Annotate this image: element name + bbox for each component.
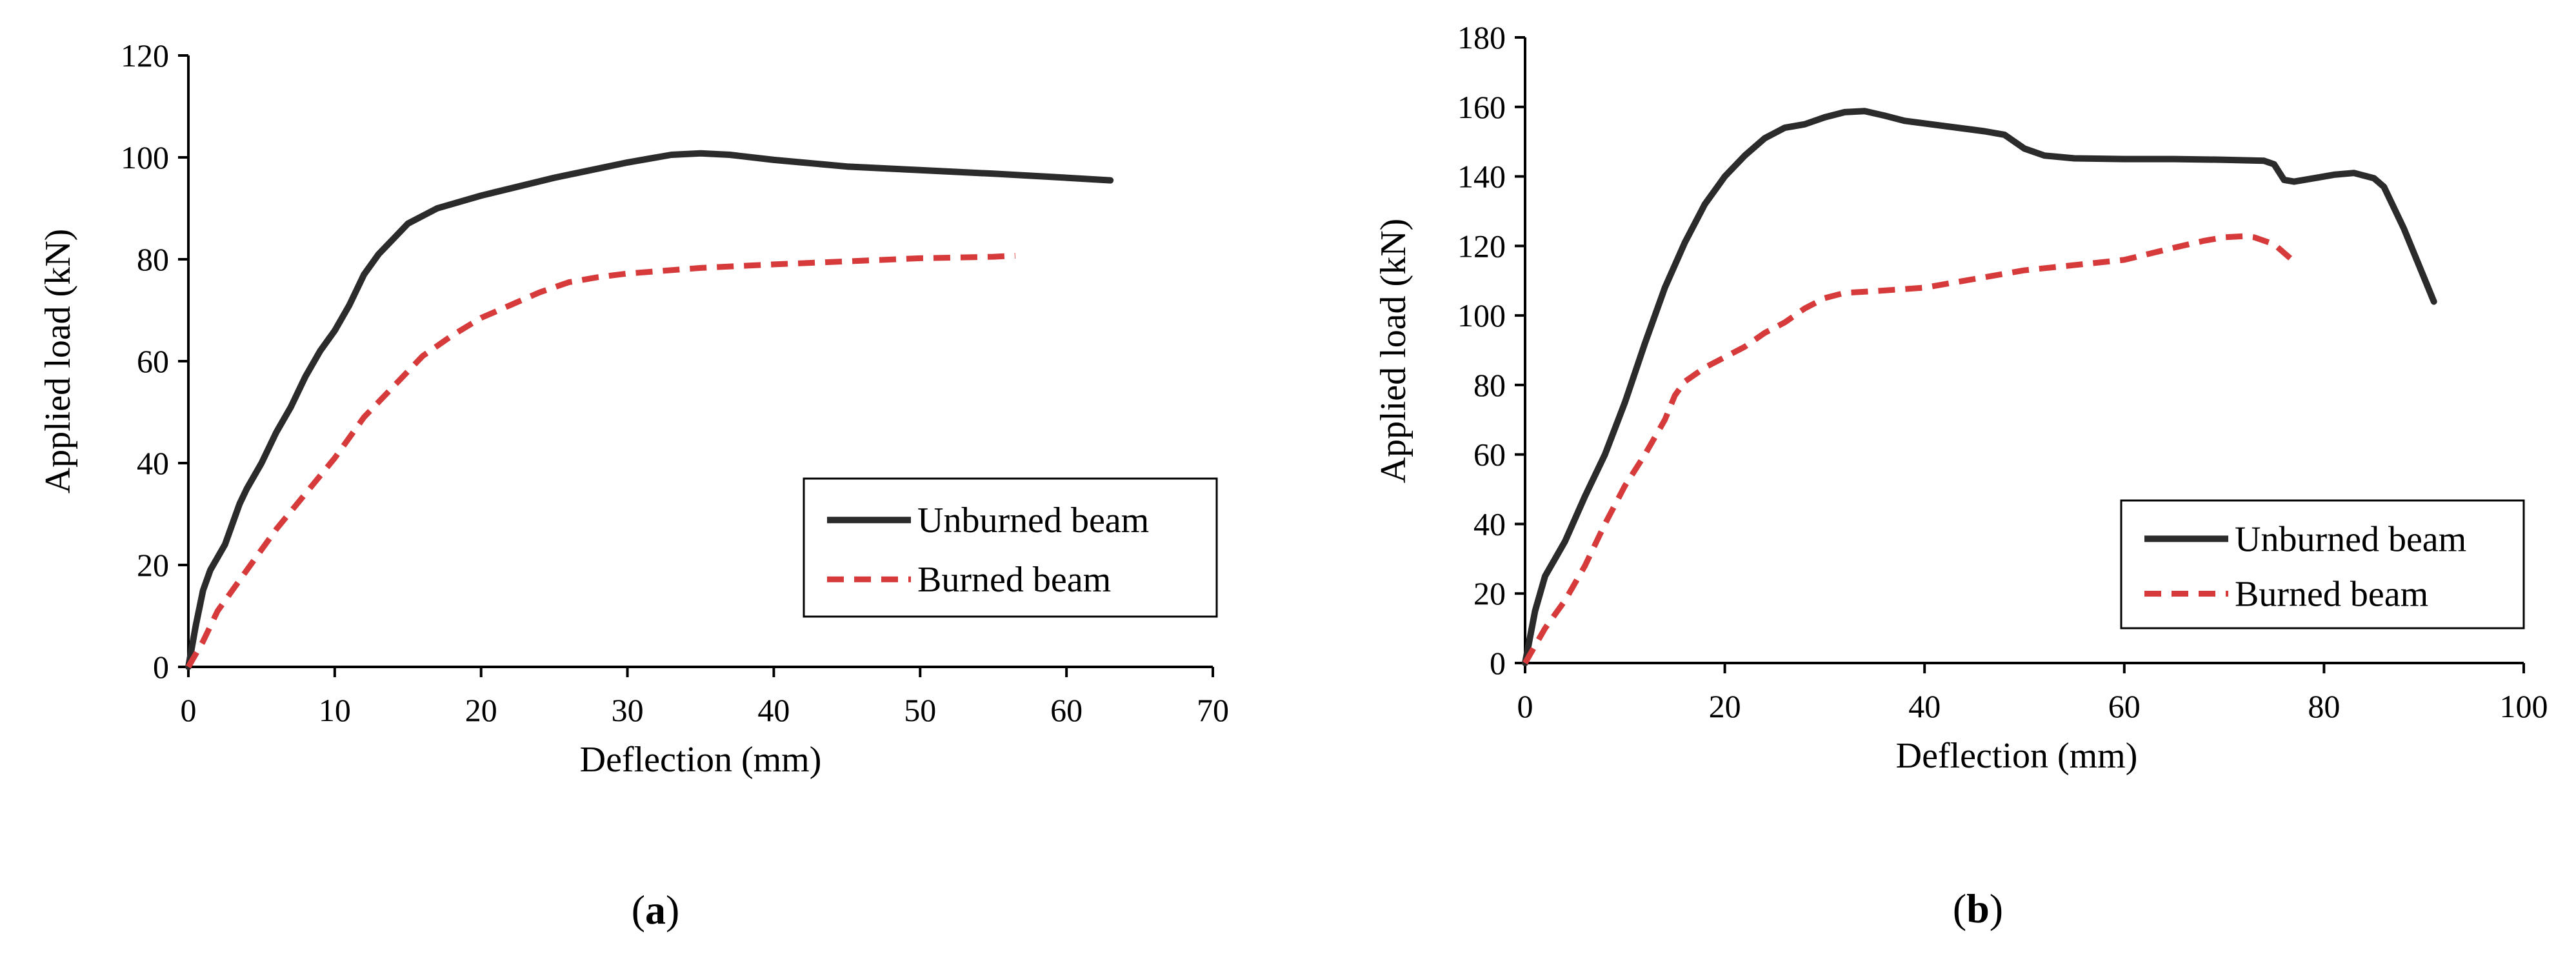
x-tick-label: 70 xyxy=(1197,692,1229,728)
y-tick-label: 0 xyxy=(153,649,169,685)
x-tick-label: 20 xyxy=(465,692,497,728)
chart-panel-a: 0 20 40 60 80 100 120 0 10 20 30 40 50 60 70 Deflection… xyxy=(38,37,1229,933)
x-tick-label: 10 xyxy=(319,692,351,728)
chart-panel-b: 0 20 40 60 80 100 120 140 160 180 0 20 40 60 80 100 Defl… xyxy=(1373,19,2548,931)
series-line-unburned-beam xyxy=(1522,108,2437,666)
panel-label: (a) xyxy=(632,887,680,933)
legend-label: Unburned beam xyxy=(917,500,1149,540)
x-tick-label: 80 xyxy=(2308,688,2340,724)
y-tick-label: 20 xyxy=(1473,575,1506,611)
legend-label: Burned beam xyxy=(917,560,1111,600)
y-tick-label: 80 xyxy=(137,241,169,277)
legend-label: Unburned beam xyxy=(2235,519,2466,559)
y-axis-title: Applied load (kN) xyxy=(38,229,78,494)
x-tick-label: 100 xyxy=(2500,688,2548,724)
y-tick-label: 20 xyxy=(137,547,169,583)
x-tick-label: 40 xyxy=(1908,688,1941,724)
x-tick-label: 60 xyxy=(2108,688,2141,724)
y-tick-label: 160 xyxy=(1457,89,1506,125)
legend-box xyxy=(803,477,1218,618)
x-tick-label: 60 xyxy=(1050,692,1083,728)
y-tick-label: 180 xyxy=(1457,19,1506,55)
y-tick-label: 80 xyxy=(1473,367,1506,403)
y-tick-label: 40 xyxy=(1473,506,1506,542)
y-tick-label: 100 xyxy=(121,139,169,175)
legend: Unburned beam Burned beam xyxy=(803,477,1218,618)
x-tick-label: 0 xyxy=(1517,688,1533,724)
x-tick-label: 50 xyxy=(904,692,936,728)
series-line-unburned-beam xyxy=(185,150,1114,670)
x-axis-title: Deflection (mm) xyxy=(1896,736,2138,776)
legend-box xyxy=(2120,499,2525,629)
legend: Unburned beam Burned beam xyxy=(2120,499,2525,629)
legend-label: Burned beam xyxy=(2235,575,2428,615)
series-line-burned-beam xyxy=(186,253,1015,669)
y-axis-title: Applied load (kN) xyxy=(1373,219,1413,484)
y-tick-label: 40 xyxy=(137,445,169,481)
x-tick-label: 40 xyxy=(757,692,790,728)
x-tick-label: 0 xyxy=(181,692,197,728)
series-line-burned-beam xyxy=(1523,233,2296,665)
y-tick-label: 60 xyxy=(137,343,169,379)
x-tick-label: 20 xyxy=(1709,688,1741,724)
x-tick-label: 30 xyxy=(612,692,644,728)
x-axis-title: Deflection (mm) xyxy=(580,740,822,780)
panel-label: (b) xyxy=(1953,886,2003,931)
y-tick-label: 0 xyxy=(1490,645,1506,681)
y-tick-label: 120 xyxy=(1457,228,1506,264)
y-tick-label: 120 xyxy=(121,37,169,74)
y-tick-label: 100 xyxy=(1457,297,1506,333)
y-tick-label: 140 xyxy=(1457,159,1506,195)
y-tick-label: 60 xyxy=(1473,437,1506,473)
